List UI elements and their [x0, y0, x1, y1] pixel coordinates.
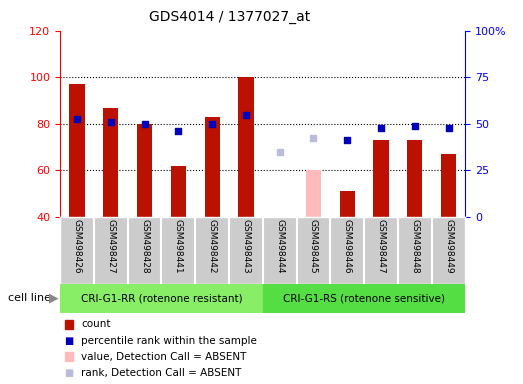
Point: [242, 111, 250, 118]
Bar: [263, 284, 465, 313]
Text: rank, Detection Call = ABSENT: rank, Detection Call = ABSENT: [81, 368, 242, 378]
Point: [174, 128, 183, 134]
Text: GDS4014 / 1377027_at: GDS4014 / 1377027_at: [150, 10, 311, 23]
Bar: [70, 84, 85, 217]
Bar: [373, 140, 389, 217]
Point: [107, 118, 115, 124]
Text: GSM498428: GSM498428: [140, 219, 149, 274]
Point: [445, 126, 453, 132]
Text: ■: ■: [64, 336, 74, 346]
Text: GSM498445: GSM498445: [309, 219, 318, 274]
Point: [309, 135, 317, 141]
Bar: [339, 191, 355, 217]
Text: count: count: [81, 319, 110, 329]
Bar: [137, 124, 152, 217]
Text: GSM498426: GSM498426: [73, 219, 82, 274]
Text: GSM498442: GSM498442: [208, 219, 217, 273]
Point: [276, 149, 284, 155]
Text: GSM498446: GSM498446: [343, 219, 352, 274]
Text: GSM498443: GSM498443: [242, 219, 251, 274]
Point: [343, 137, 351, 143]
Text: ▶: ▶: [49, 291, 58, 304]
Bar: [103, 108, 118, 217]
Bar: [407, 140, 423, 217]
Text: CRI-G1-RR (rotenone resistant): CRI-G1-RR (rotenone resistant): [81, 293, 242, 304]
Bar: [204, 117, 220, 217]
Bar: [238, 77, 254, 217]
Text: GSM498427: GSM498427: [106, 219, 115, 274]
Text: value, Detection Call = ABSENT: value, Detection Call = ABSENT: [81, 352, 246, 362]
Point: [208, 121, 217, 127]
Bar: [171, 166, 186, 217]
Text: cell line: cell line: [8, 293, 51, 303]
Bar: [441, 154, 456, 217]
Text: GSM498441: GSM498441: [174, 219, 183, 274]
Text: CRI-G1-RS (rotenone sensitive): CRI-G1-RS (rotenone sensitive): [283, 293, 445, 304]
Text: percentile rank within the sample: percentile rank within the sample: [81, 336, 257, 346]
Text: GSM498448: GSM498448: [411, 219, 419, 274]
Point: [73, 116, 81, 122]
Text: ■: ■: [64, 368, 74, 378]
Point: [140, 121, 149, 127]
Point: [377, 126, 385, 132]
Point: [411, 123, 419, 129]
Bar: [60, 284, 263, 313]
Bar: [306, 170, 321, 217]
Text: GSM498449: GSM498449: [444, 219, 453, 274]
Text: GSM498447: GSM498447: [377, 219, 385, 274]
Text: GSM498444: GSM498444: [275, 219, 284, 273]
